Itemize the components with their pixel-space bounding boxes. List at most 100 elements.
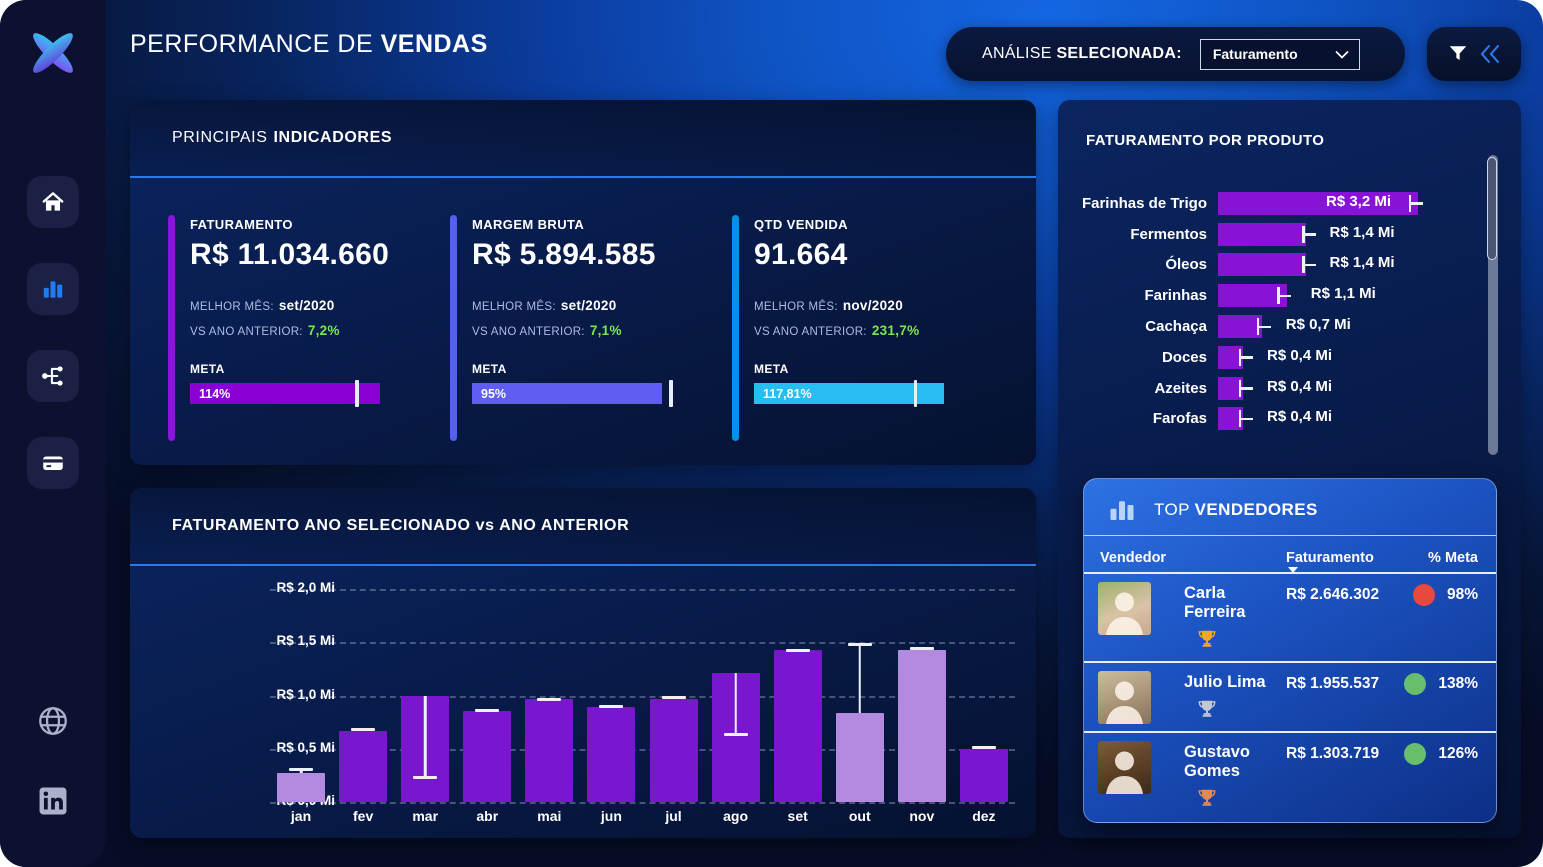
sidebar-item-linkedin[interactable]: [27, 775, 79, 827]
sort-descending-icon: [1288, 567, 1298, 573]
column-header-vendedor[interactable]: Vendedor: [1100, 550, 1167, 566]
previous-year-whisker: [858, 644, 861, 713]
sidebar-item-home[interactable]: [27, 176, 79, 228]
month-bar-group[interactable]: set: [767, 589, 829, 824]
product-row[interactable]: Óleos R$ 1,4 Mi: [1058, 250, 1521, 281]
kpi-meta-label: META: [754, 362, 789, 376]
chart-gridline: [270, 802, 1015, 804]
month-bar-group[interactable]: mai: [518, 589, 580, 824]
product-bar[interactable]: [1218, 222, 1306, 246]
top-sellers-rows: Carla Ferreira R$ 2.646.302 98% Julio Lima…: [1084, 574, 1496, 820]
product-row[interactable]: Cachaça R$ 0,7 Mi: [1058, 311, 1521, 342]
silver-trophy-icon: [1196, 698, 1286, 725]
y-axis-label: R$ 2,0 Mi: [276, 580, 335, 595]
month-label: jan: [290, 808, 312, 824]
top-sellers-card: TOP VENDEDORES Vendedor Faturamento % Me…: [1083, 478, 1497, 823]
product-value-label: R$ 0,4 Mi: [1267, 377, 1333, 395]
product-scrollbar-thumb[interactable]: [1486, 157, 1497, 260]
analysis-dropdown[interactable]: Faturamento: [1199, 38, 1360, 70]
product-scrollbar-track[interactable]: [1486, 155, 1498, 455]
previous-year-whisker: [299, 769, 303, 774]
top-sellers-header: TOP VENDEDORES: [1084, 479, 1496, 536]
product-bar[interactable]: [1218, 191, 1418, 215]
product-bar[interactable]: [1218, 253, 1306, 277]
kpi-meta-label: META: [190, 362, 225, 376]
product-row[interactable]: Fermentos R$ 1,4 Mi: [1058, 219, 1521, 250]
seller-meta-percent: 126%: [1438, 745, 1478, 762]
product-bar[interactable]: [1218, 407, 1243, 431]
month-bar[interactable]: [773, 649, 822, 802]
month-bar-group[interactable]: jul: [642, 589, 704, 824]
product-row[interactable]: Azeites R$ 0,4 Mi: [1058, 373, 1521, 404]
product-bar[interactable]: [1218, 284, 1287, 308]
month-bar-group[interactable]: fev: [332, 589, 394, 824]
product-row[interactable]: Farinhas R$ 1,1 Mi: [1058, 280, 1521, 311]
product-panel: FATURAMENTO POR PRODUTO Farinhas de Trig…: [1058, 100, 1521, 838]
sidebar: [0, 0, 106, 867]
month-bar-group[interactable]: jun: [580, 589, 642, 824]
month-bar[interactable]: [463, 711, 512, 802]
month-bar[interactable]: [649, 698, 698, 802]
product-value-label: R$ 1,1 Mi: [1310, 285, 1376, 303]
product-row[interactable]: Farinhas de Trigo R$ 3,2 Mi: [1058, 188, 1521, 219]
sidebar-item-dashboard[interactable]: [27, 263, 79, 315]
column-header-meta[interactable]: % Meta: [1428, 550, 1478, 566]
month-bar-group[interactable]: nov: [891, 589, 953, 824]
table-row[interactable]: Gustavo Gomes R$ 1.303.719 126%: [1084, 733, 1496, 820]
avatar: [1098, 582, 1151, 635]
kpi-label: QTD VENDIDA: [754, 217, 848, 232]
month-bar-group[interactable]: dez: [953, 589, 1015, 824]
previous-year-whisker: [423, 695, 427, 778]
month-bar[interactable]: [277, 773, 326, 802]
month-bar[interactable]: [339, 730, 388, 802]
kpi-meta-target-tick: [669, 380, 673, 407]
kpi-meta-fill: 114%: [190, 383, 380, 404]
product-bar[interactable]: [1218, 376, 1243, 400]
month-bar[interactable]: [835, 712, 884, 802]
table-row[interactable]: Julio Lima R$ 1.955.537 138%: [1084, 663, 1496, 733]
product-bar[interactable]: [1218, 315, 1262, 339]
sidebar-item-flow[interactable]: [27, 350, 79, 402]
sidebar-item-cards[interactable]: [27, 437, 79, 489]
chart-bars: jan fev mar abr mai jun jul ago set out nov dez: [270, 589, 1015, 824]
month-bar[interactable]: [897, 649, 946, 802]
sidebar-item-website[interactable]: [27, 695, 79, 747]
month-bar-group[interactable]: jan: [270, 589, 332, 824]
product-bar[interactable]: [1218, 345, 1243, 369]
seller-revenue: R$ 1.955.537: [1286, 675, 1380, 692]
kpi-vs-value: 7,1%: [589, 323, 622, 338]
month-bar[interactable]: [587, 707, 636, 802]
column-header-faturamento[interactable]: Faturamento: [1286, 550, 1404, 573]
filter-pane-button[interactable]: [1427, 27, 1521, 81]
bronze-trophy-icon: [1196, 787, 1286, 814]
product-row[interactable]: Farofas R$ 0,4 Mi: [1058, 404, 1521, 435]
previous-year-whisker: [1408, 202, 1423, 205]
month-bar-group[interactable]: ago: [705, 589, 767, 824]
avatar: [1098, 671, 1151, 724]
product-bar-track: R$ 1,4 Mi: [1218, 222, 1521, 246]
home-icon: [42, 192, 64, 211]
seller-name-column: Carla Ferreira: [1151, 582, 1286, 655]
previous-year-marker: [847, 642, 872, 646]
previous-year-whisker: [1238, 387, 1253, 390]
meta-status-dot: [1412, 584, 1435, 606]
product-bar-track: R$ 1,4 Mi: [1218, 253, 1521, 277]
previous-year-marker: [599, 704, 624, 708]
gold-trophy-icon: [1196, 628, 1286, 655]
product-label: Fermentos: [1130, 225, 1207, 243]
bar-chart-icon: [43, 281, 63, 298]
product-value-label: R$ 0,7 Mi: [1285, 316, 1351, 334]
month-bar-group[interactable]: abr: [456, 589, 518, 824]
meta-status-dot: [1404, 743, 1427, 765]
product-row[interactable]: Doces R$ 0,4 Mi: [1058, 342, 1521, 373]
seller-name: Julio Lima: [1184, 673, 1266, 691]
chart-gridline: [270, 695, 1015, 698]
product-value-label: R$ 0,4 Mi: [1267, 346, 1333, 364]
table-row[interactable]: Carla Ferreira R$ 2.646.302 98%: [1084, 574, 1496, 663]
month-bar-group[interactable]: out: [829, 589, 891, 824]
kpi-meta-progress: 95%: [472, 380, 673, 407]
kpi-meta-percent: 117,81%: [763, 386, 812, 401]
month-bar[interactable]: [959, 748, 1008, 802]
month-bar[interactable]: [525, 698, 574, 802]
month-bar-group[interactable]: mar: [394, 589, 456, 824]
